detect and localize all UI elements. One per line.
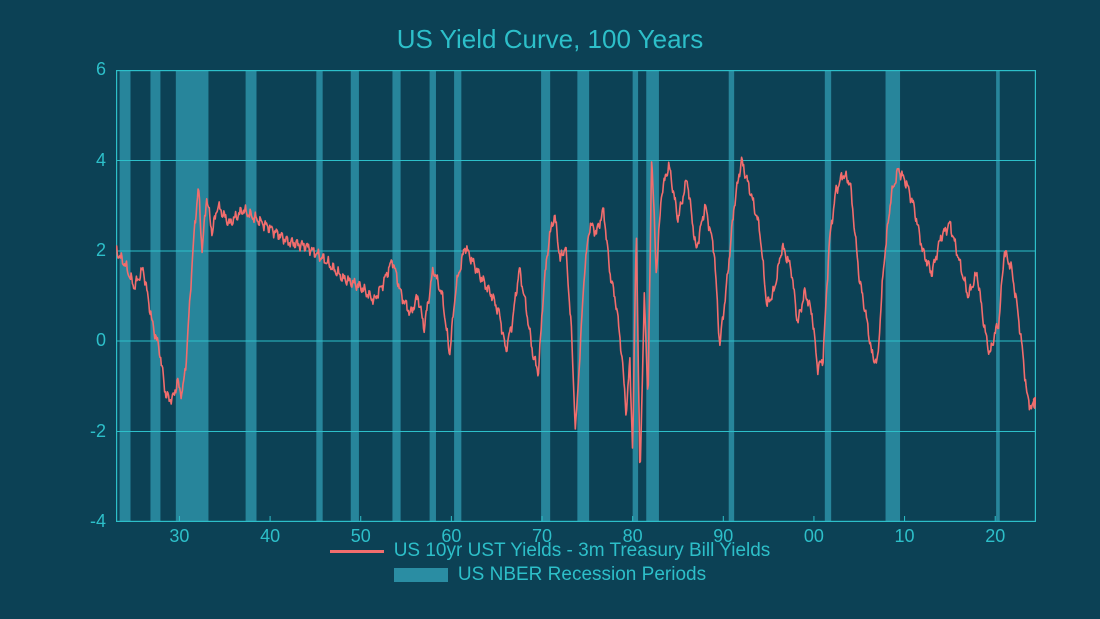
x-tick-label: 70 [532, 526, 552, 547]
chart-title: US Yield Curve, 100 Years [0, 24, 1100, 55]
yield-curve-chart [116, 70, 1036, 522]
legend-label: US NBER Recession Periods [458, 564, 706, 586]
y-tick-label: 0 [96, 330, 106, 351]
x-tick-label: 60 [441, 526, 461, 547]
x-tick-label: 90 [713, 526, 733, 547]
legend-line-swatch [330, 550, 384, 553]
legend-box-swatch [394, 568, 448, 582]
x-tick-label: 20 [985, 526, 1005, 547]
y-tick-label: 4 [96, 150, 106, 171]
legend-item: US NBER Recession Periods [394, 564, 706, 586]
y-tick-label: 2 [96, 240, 106, 261]
chart-stage: US Yield Curve, 100 Years US 10yr UST Yi… [0, 0, 1100, 619]
y-tick-label: -4 [90, 511, 106, 532]
x-tick-label: 30 [169, 526, 189, 547]
y-tick-label: 6 [96, 59, 106, 80]
x-tick-label: 50 [351, 526, 371, 547]
y-tick-label: -2 [90, 421, 106, 442]
recession-bands [120, 70, 1000, 522]
x-tick-label: 10 [895, 526, 915, 547]
x-tick-label: 00 [804, 526, 824, 547]
x-tick-label: 40 [260, 526, 280, 547]
x-tick-label: 80 [623, 526, 643, 547]
